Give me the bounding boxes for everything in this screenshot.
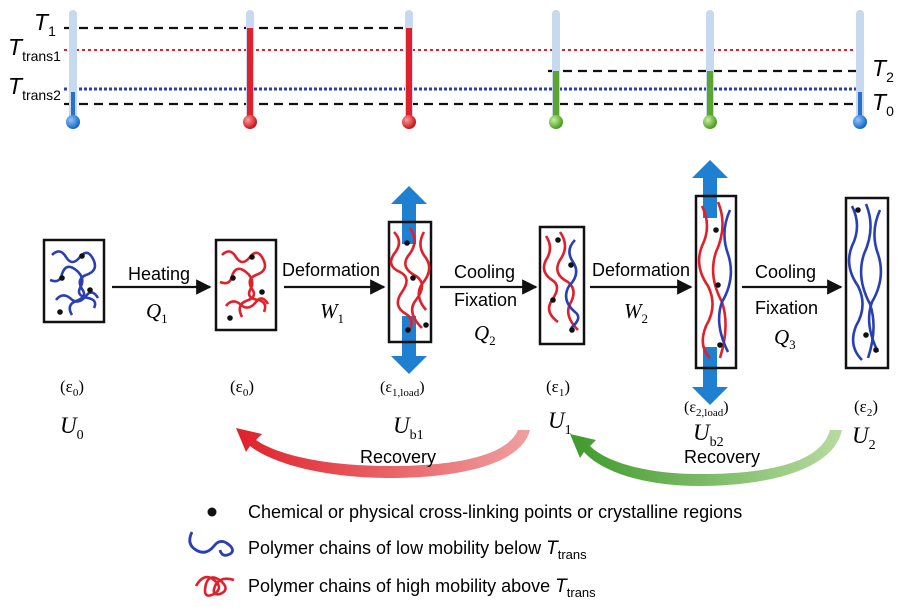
- label-t0: T0: [872, 89, 894, 119]
- strain-label-0b: (ε0): [230, 377, 254, 399]
- energy-label-u1: U1: [548, 408, 572, 438]
- strain-label-1: (ε1): [546, 377, 570, 399]
- thermometer-blue-2: [853, 10, 867, 129]
- strain-label-2load: (ε2,load): [684, 399, 729, 419]
- legend-red-chain-icon: [194, 575, 235, 597]
- legend-dot-icon: [207, 507, 217, 517]
- label-ttrans1: Ttrans1: [8, 34, 61, 64]
- state-box-fixed-1: [538, 225, 586, 346]
- state-box-initial: [42, 238, 106, 324]
- energy-label-u2: U2: [852, 423, 876, 453]
- energy-label-u0: U0: [60, 413, 84, 443]
- step-cooling1-label: Cooling: [454, 262, 515, 282]
- step-cooling1-work: Q2: [474, 321, 496, 348]
- recovery-arrow-red: [236, 428, 530, 478]
- legend-dot-text: Chemical or physical cross-linking point…: [248, 502, 742, 522]
- strain-label-2: (ε2): [854, 397, 878, 419]
- step-cooling2-work: Q3: [774, 325, 796, 352]
- step-deformation2-work: W2: [624, 299, 648, 326]
- legend-blue-text: Polymer chains of low mobility below Ttr…: [248, 538, 587, 562]
- step-heating-label: Heating: [128, 264, 190, 284]
- recovery-arrow-green: [570, 430, 842, 486]
- legend-red-text: Polymer chains of high mobility above Tt…: [248, 576, 596, 600]
- state-box-deformed-2: [692, 160, 738, 405]
- step-cooling2-label: Cooling: [755, 262, 816, 282]
- legend-blue-chain-icon: [188, 531, 234, 557]
- thermometer-blue-1: [66, 10, 80, 129]
- step-fixation2-label: Fixation: [755, 298, 818, 318]
- label-t2: T2: [872, 55, 894, 85]
- thermometer-red-1: [243, 10, 257, 129]
- recovery-label-1: Recovery: [360, 447, 436, 467]
- step-fixation1-label: Fixation: [454, 290, 517, 310]
- step-deformation1-work: W1: [320, 299, 344, 326]
- thermometer-red-2: [402, 10, 416, 129]
- strain-label-1load: (ε1,load): [380, 379, 425, 399]
- recovery-label-2: Recovery: [684, 447, 760, 467]
- state-box-heated: [214, 238, 278, 332]
- thermometer-green-1: [549, 10, 563, 129]
- energy-label-ub1: Ub1: [393, 413, 424, 443]
- state-box-final: [844, 196, 890, 370]
- state-box-deformed-1: [387, 186, 433, 374]
- label-ttrans2: Ttrans2: [8, 73, 61, 103]
- temperature-panel: T1 Ttrans1 Ttrans2 T2 T0: [8, 9, 894, 129]
- label-t1: T1: [34, 9, 56, 39]
- step-deformation2-label: Deformation: [592, 260, 690, 280]
- step-deformation1-label: Deformation: [282, 260, 380, 280]
- energy-label-ub2: Ub2: [693, 420, 724, 450]
- thermometer-green-2: [703, 10, 717, 129]
- strain-label-0a: (ε0): [60, 377, 84, 399]
- step-heating-work: Q1: [146, 299, 168, 326]
- legend: Chemical or physical cross-linking point…: [188, 502, 742, 600]
